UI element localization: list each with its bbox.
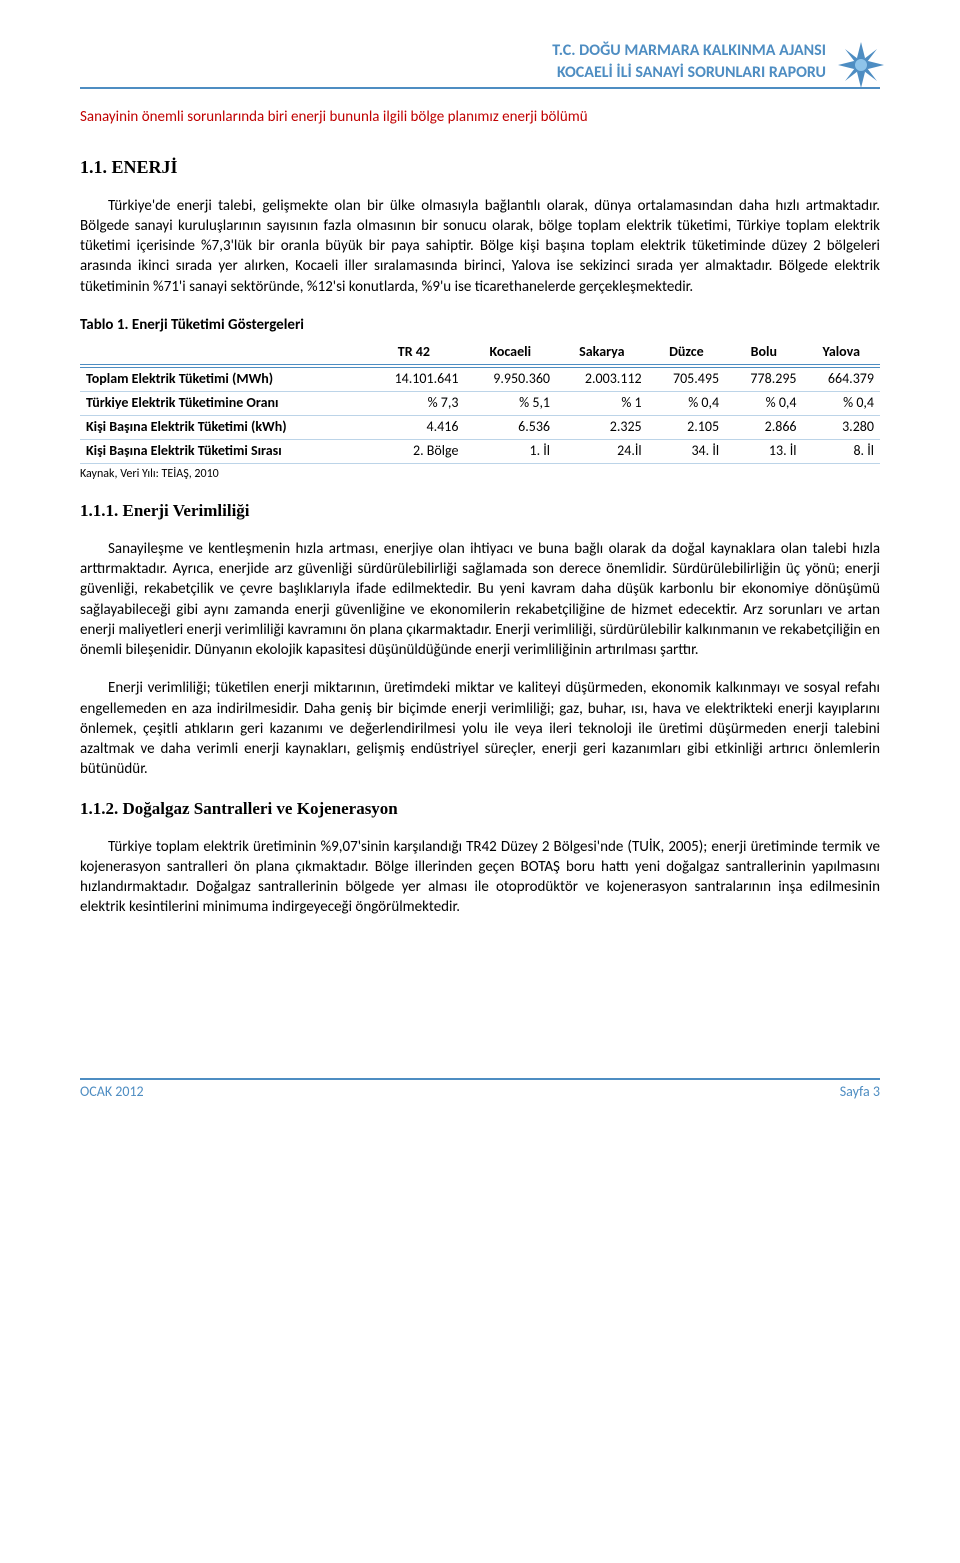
cell: % 7,3 [363, 392, 464, 416]
table-row: Kişi Başına Elektrik Tüketimi Sırası 2. … [80, 439, 880, 463]
paragraph-4: Türkiye toplam elektrik üretiminin %9,07… [80, 837, 880, 918]
col-header: Bolu [725, 341, 802, 366]
heading-1-1-2: 1.1.2. Doğalgaz Santralleri ve Kojeneras… [80, 798, 880, 821]
table-row: Türkiye Elektrik Tüketimine Oranı % 7,3 … [80, 392, 880, 416]
paragraph-3: Enerji verimliliği; tüketilen enerji mik… [80, 678, 880, 779]
cell: 2. Bölge [363, 439, 464, 463]
footer-page: Sayfa 3 [840, 1083, 880, 1102]
cell: % 0,4 [725, 392, 802, 416]
table-header-row: TR 42 Kocaeli Sakarya Düzce Bolu Yalova [80, 341, 880, 366]
cell: Toplam Elektrik Tüketimi (MWh) [80, 366, 363, 391]
cell: % 0,4 [803, 392, 880, 416]
cell: % 1 [556, 392, 648, 416]
table-row: Toplam Elektrik Tüketimi (MWh) 14.101.64… [80, 366, 880, 391]
cell: 705.495 [648, 366, 725, 391]
header-line-1: T.C. DOĞU MARMARA KALKINMA AJANSI [80, 40, 826, 62]
cell: % 5,1 [464, 392, 556, 416]
cell: 9.950.360 [464, 366, 556, 391]
energy-indicators-table: TR 42 Kocaeli Sakarya Düzce Bolu Yalova … [80, 341, 880, 463]
header-line-2: KOCAELİ İLİ SANAYİ SORUNLARI RAPORU [80, 62, 826, 84]
cell: 24.İl [556, 439, 648, 463]
cell: 2.105 [648, 415, 725, 439]
cell: 664.379 [803, 366, 880, 391]
cell: 778.295 [725, 366, 802, 391]
col-header: Sakarya [556, 341, 648, 366]
header-title-block: T.C. DOĞU MARMARA KALKINMA AJANSI KOCAEL… [80, 40, 880, 83]
cell: 8. İl [803, 439, 880, 463]
cell: 3.280 [803, 415, 880, 439]
table-row: Kişi Başına Elektrik Tüketimi (kWh) 4.41… [80, 415, 880, 439]
page-footer: OCAK 2012 Sayfa 3 [80, 1078, 880, 1102]
cell: 14.101.641 [363, 366, 464, 391]
cell: % 0,4 [648, 392, 725, 416]
cell: 1. İl [464, 439, 556, 463]
col-header: Kocaeli [464, 341, 556, 366]
col-header: TR 42 [363, 341, 464, 366]
cell: 2.003.112 [556, 366, 648, 391]
cell: 4.416 [363, 415, 464, 439]
cell: 2.325 [556, 415, 648, 439]
cell: 2.866 [725, 415, 802, 439]
agency-logo-icon [836, 40, 886, 90]
heading-1-1-1: 1.1.1. Enerji Verimliliği [80, 500, 880, 523]
cell: 13. İl [725, 439, 802, 463]
table-source: Kaynak, Veri Yılı: TEİAŞ, 2010 [80, 466, 880, 482]
col-header: Düzce [648, 341, 725, 366]
cell: Kişi Başına Elektrik Tüketimi Sırası [80, 439, 363, 463]
paragraph-2: Sanayileşme ve kentleşmenin hızla artmas… [80, 539, 880, 661]
page-header: T.C. DOĞU MARMARA KALKINMA AJANSI KOCAEL… [80, 40, 880, 89]
paragraph-1: Türkiye'de enerji talebi, gelişmekte ola… [80, 196, 880, 297]
table-caption: Tablo 1. Enerji Tüketimi Göstergeleri [80, 315, 880, 335]
cell: Türkiye Elektrik Tüketimine Oranı [80, 392, 363, 416]
cell: Kişi Başına Elektrik Tüketimi (kWh) [80, 415, 363, 439]
footer-date: OCAK 2012 [80, 1083, 144, 1102]
cell: 34. İl [648, 439, 725, 463]
intro-note: Sanayinin önemli sorunlarında biri enerj… [80, 107, 880, 127]
header-divider [80, 87, 880, 89]
heading-1-1: 1.1. ENERJİ [80, 155, 880, 179]
cell: 6.536 [464, 415, 556, 439]
col-header [80, 341, 363, 366]
col-header: Yalova [803, 341, 880, 366]
